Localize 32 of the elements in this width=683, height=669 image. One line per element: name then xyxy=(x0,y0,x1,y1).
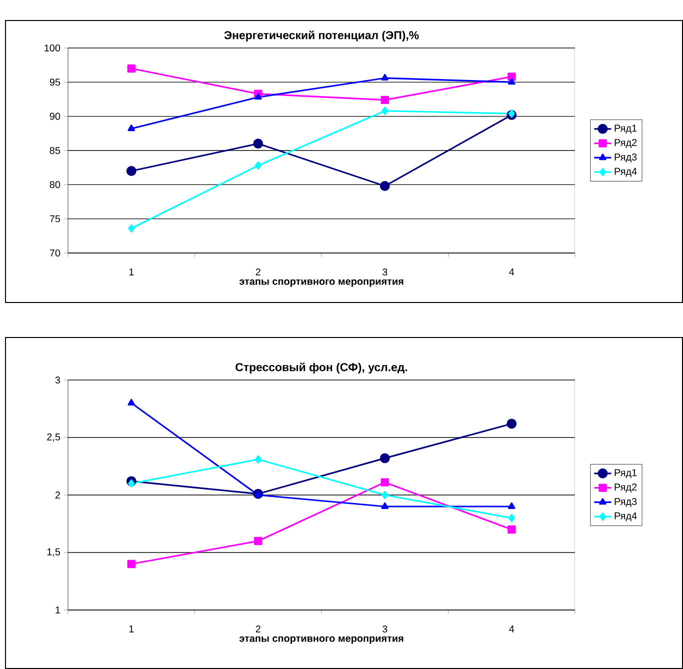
legend-label: Ряд4 xyxy=(614,168,637,177)
legend-label: Ряд3 xyxy=(614,153,637,162)
legend-label: Ряд2 xyxy=(614,139,637,148)
legend-label: Ряд1 xyxy=(614,469,637,478)
y-tick-label: 75 xyxy=(50,215,60,222)
y-tick-label: 2 xyxy=(55,492,60,498)
x-tick-label: 3 xyxy=(382,268,388,276)
y-tick-label: 2,5 xyxy=(47,433,60,442)
x-axis-title: этапы спортивного мероприятия xyxy=(239,279,404,287)
y-tick-label: 3 xyxy=(55,376,60,384)
y-tick-label: 85 xyxy=(50,146,60,154)
legend-label: Ряд3 xyxy=(614,498,637,507)
y-tick-label: 80 xyxy=(50,181,60,188)
x-axis-title: этапы спортивного мероприятия xyxy=(239,636,404,644)
x-tick-label: 2 xyxy=(256,268,260,276)
y-tick-label: 90 xyxy=(50,112,60,120)
legend-label: Ряд2 xyxy=(614,484,637,492)
chart-title: Стрессовый фон (СФ), усл.ед. xyxy=(236,362,408,374)
x-tick-label: 1 xyxy=(129,625,134,632)
y-tick-label: 95 xyxy=(50,78,60,86)
y-tick-label: 70 xyxy=(50,249,60,257)
x-tick-label: 3 xyxy=(382,625,388,633)
y-tick-label: 1,5 xyxy=(47,548,60,557)
y-tick-label: 1 xyxy=(56,606,60,614)
legend-label: Ряд4 xyxy=(614,512,637,522)
x-tick-label: 4 xyxy=(509,625,514,632)
legend-label: Ряд1 xyxy=(614,124,637,134)
chart-title: Энергетический потенциал (ЭП),% xyxy=(224,30,419,42)
y-tick-label: 100 xyxy=(44,44,60,52)
x-tick-label: 2 xyxy=(256,625,260,632)
x-tick-label: 4 xyxy=(509,268,514,276)
x-tick-label: 1 xyxy=(129,268,134,276)
